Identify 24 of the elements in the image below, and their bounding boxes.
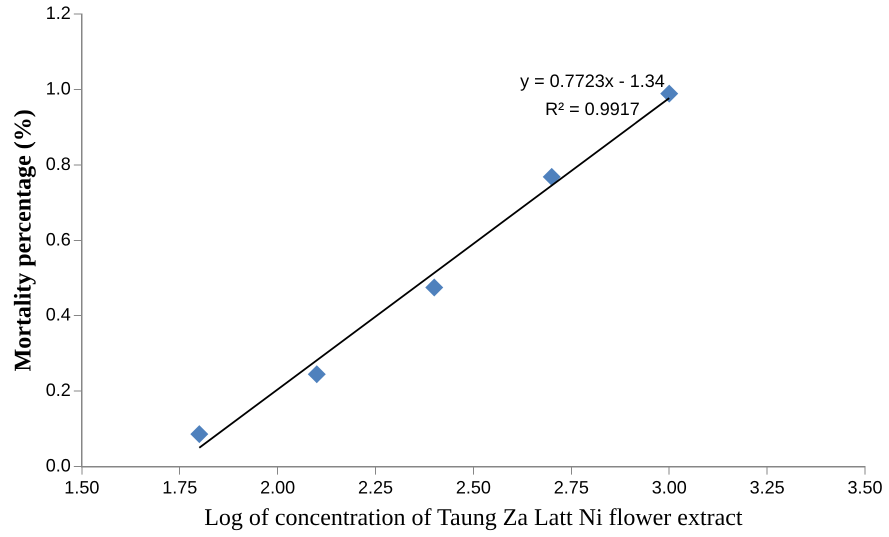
x-tick-label: 3.50 — [847, 477, 883, 498]
point — [542, 168, 561, 186]
x-tick-label: 2.50 — [456, 477, 491, 498]
y-axis-title: Mortality percentage (%) — [10, 109, 37, 372]
x-tick-label: 2.75 — [554, 477, 589, 498]
point — [190, 425, 208, 444]
x-axis-title: Log of concentration of Taung Za Latt Ni flower extract — [204, 504, 743, 531]
x-tick-label: 3.00 — [652, 477, 687, 498]
y-tick-label: 0.0 — [46, 456, 71, 476]
y-tick-label: 0.8 — [46, 154, 71, 174]
point — [425, 278, 444, 296]
x-tick-label: 1.50 — [64, 477, 100, 498]
x-tick-label: 3.25 — [750, 477, 785, 498]
y-tick-label: 0.2 — [46, 380, 71, 400]
y-tick-label: 1.2 — [46, 2, 71, 23]
x-tick-label: 1.75 — [162, 477, 198, 498]
y-tick-label: 1.0 — [46, 78, 71, 98]
annotation: y = 0.7723x - 1.34 — [520, 71, 665, 91]
y-tick-label: 0.4 — [46, 304, 71, 325]
point — [308, 365, 326, 384]
x-tick-label: 2.25 — [358, 477, 394, 498]
annotation: R² = 0.9917 — [545, 99, 640, 119]
y-tick-label: 0.6 — [46, 229, 71, 250]
x-tick-label: 2.00 — [260, 477, 296, 498]
